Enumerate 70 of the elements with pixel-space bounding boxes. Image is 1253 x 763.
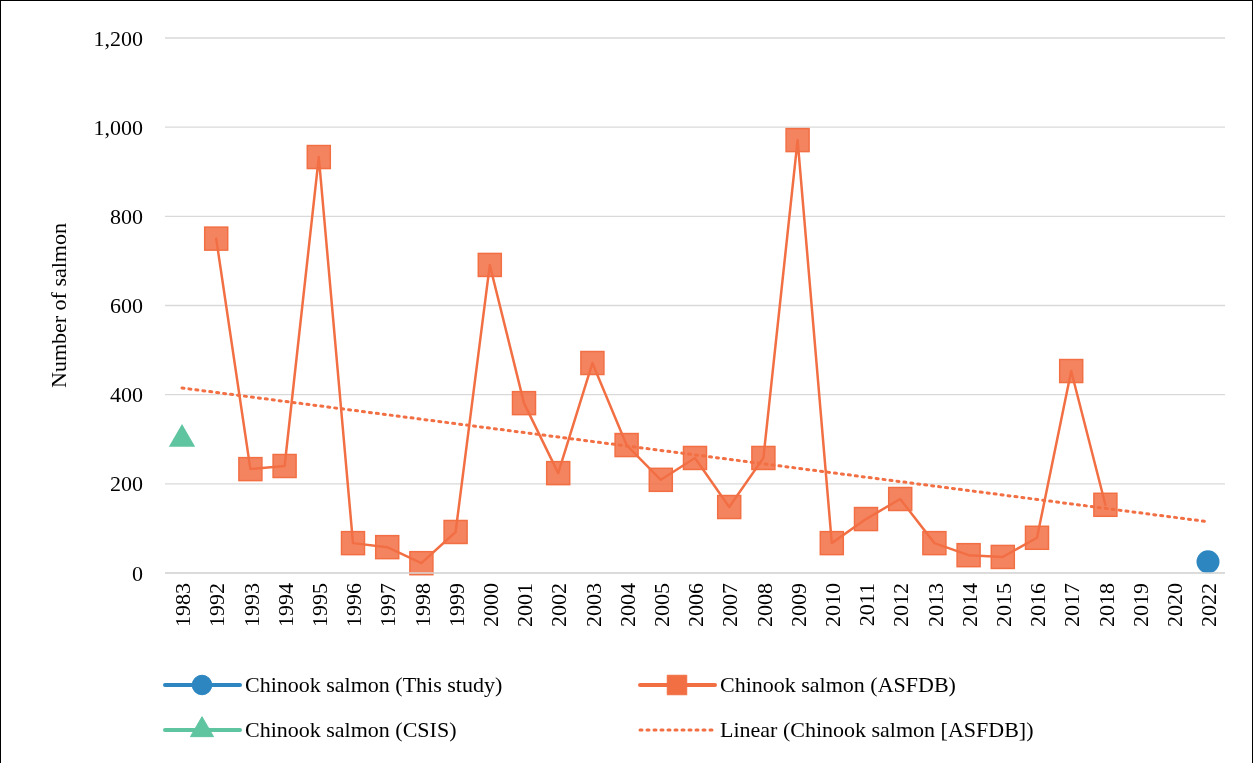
x-tick-label: 2012: [888, 583, 914, 627]
x-tick-label: 2011: [854, 583, 880, 627]
point: [922, 530, 947, 556]
point: [238, 456, 263, 482]
point: [374, 534, 400, 560]
point: [340, 530, 366, 556]
point: [511, 390, 537, 416]
y-axis-title: Number of salmon: [46, 223, 71, 388]
x-tick-label: 2002: [546, 583, 572, 627]
x-tick-label: 2005: [649, 583, 674, 627]
x-tick-label: 2000: [478, 583, 503, 627]
x-tick-label: 2015: [991, 583, 1016, 627]
x-tick-label: 1983: [170, 583, 196, 627]
point: [887, 486, 913, 512]
y-tick-label: 1,200: [93, 25, 143, 51]
point: [751, 445, 776, 471]
x-tick-label: 1999: [443, 583, 469, 627]
x-tick-label: 1995: [307, 583, 332, 627]
x-tick-label: 1997: [375, 583, 401, 627]
x-tick-label: 1992: [204, 583, 230, 627]
x-tick-label: 1996: [341, 583, 367, 627]
point: [272, 453, 297, 479]
x-tick-label: 1993: [238, 583, 264, 627]
x-tick-label: 2013: [922, 583, 948, 627]
y-tick-label: 200: [110, 471, 143, 497]
y-tick-label: 600: [110, 293, 143, 319]
x-tick-label: 2017: [1059, 583, 1085, 627]
x-tick-label: 2022: [1196, 583, 1222, 627]
x-tick-label: 2006: [683, 583, 709, 627]
legend-label: Linear (Chinook salmon [ASFDB]): [720, 717, 1034, 742]
point: [1196, 550, 1220, 574]
point: [1093, 492, 1118, 518]
x-tick-label: 2007: [717, 583, 743, 627]
x-tick-label: 2019: [1127, 583, 1153, 627]
x-tick-label: 1994: [272, 583, 298, 627]
point: [409, 550, 434, 576]
point: [648, 467, 674, 493]
x-tick-label: 2004: [614, 583, 640, 627]
point: [614, 432, 639, 458]
x-tick-label: 2016: [1025, 583, 1051, 627]
x-tick-label: 2010: [820, 583, 845, 627]
legend-label: Chinook salmon (This study): [245, 672, 503, 697]
y-tick-label: 400: [110, 382, 143, 408]
x-tick-label: 2018: [1093, 583, 1119, 627]
point: [716, 494, 742, 520]
y-tick-label: 800: [110, 203, 143, 229]
legend-label: Chinook salmon (CSIS): [245, 717, 457, 742]
point: [545, 460, 571, 486]
point: [203, 226, 229, 251]
x-tick-label: 2001: [512, 583, 538, 627]
point: [819, 530, 845, 556]
y-tick-label: 0: [132, 560, 143, 586]
x-tick-label: 2003: [580, 583, 606, 627]
y-tick-label: 1,000: [93, 114, 143, 140]
point: [1058, 358, 1084, 384]
point: [956, 542, 981, 568]
x-tick-label: 2008: [751, 583, 777, 627]
x-tick-label: 2020: [1162, 583, 1187, 627]
point: [990, 544, 1016, 570]
point: [306, 144, 332, 170]
legend-label: Chinook salmon (ASFDB): [720, 672, 956, 697]
point: [580, 350, 605, 376]
point: [477, 252, 503, 278]
point: [853, 506, 879, 532]
x-tick-label: 2014: [956, 583, 982, 627]
point: [1024, 525, 1050, 551]
x-tick-label: 1998: [409, 583, 435, 627]
point: [443, 519, 468, 545]
point: [785, 127, 810, 153]
x-tick-label: 2009: [785, 583, 811, 627]
